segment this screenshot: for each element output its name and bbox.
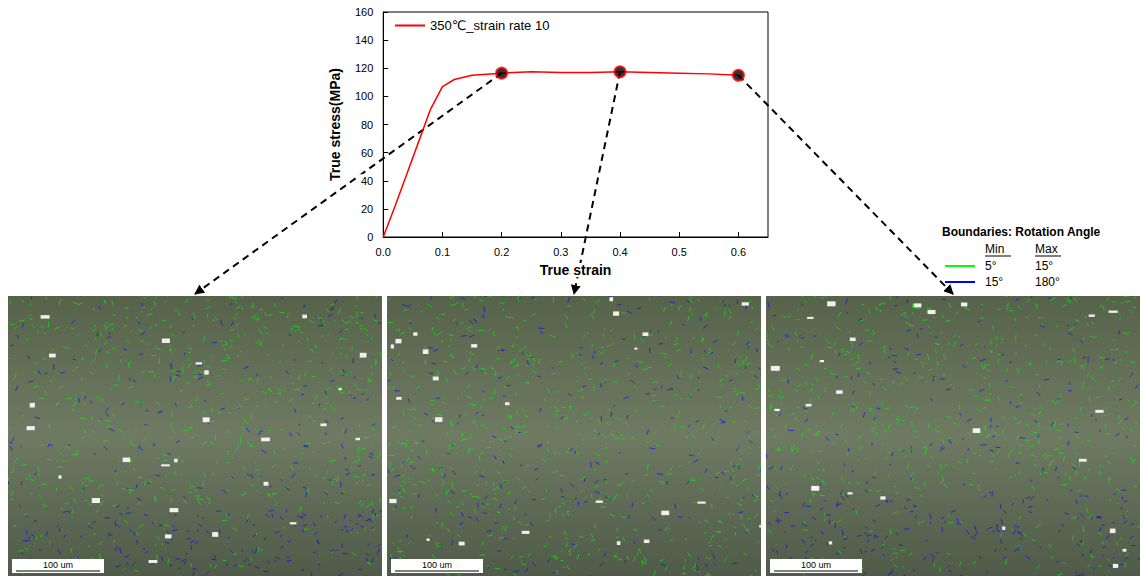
svg-text:160: 160 <box>355 6 373 18</box>
svg-text:60: 60 <box>361 147 373 159</box>
svg-text:Min: Min <box>985 242 1004 256</box>
svg-text:0.5: 0.5 <box>672 246 687 258</box>
svg-text:120: 120 <box>355 62 373 74</box>
svg-text:0.2: 0.2 <box>494 246 509 258</box>
svg-text:15°: 15° <box>985 275 1003 289</box>
svg-text:Boundaries: Rotation Angle: Boundaries: Rotation Angle <box>942 225 1101 239</box>
svg-text:True stress(MPa): True stress(MPa) <box>327 68 343 181</box>
svg-text:100 um: 100 um <box>801 560 831 570</box>
svg-text:0.3: 0.3 <box>553 246 568 258</box>
svg-text:180°: 180° <box>1035 275 1060 289</box>
svg-text:0.6: 0.6 <box>731 246 746 258</box>
svg-text:100 um: 100 um <box>43 560 73 570</box>
svg-text:100: 100 <box>355 90 373 102</box>
svg-text:15°: 15° <box>1035 259 1053 273</box>
svg-text:140: 140 <box>355 34 373 46</box>
svg-text:Max: Max <box>1035 242 1058 256</box>
svg-text:80: 80 <box>361 119 373 131</box>
svg-text:0.1: 0.1 <box>435 246 450 258</box>
svg-text:0: 0 <box>367 231 373 243</box>
svg-text:100 um: 100 um <box>422 560 452 570</box>
svg-text:True strain: True strain <box>540 262 612 278</box>
svg-text:40: 40 <box>361 175 373 187</box>
svg-text:0.0: 0.0 <box>376 246 391 258</box>
svg-text:5°: 5° <box>985 259 997 273</box>
svg-text:0.4: 0.4 <box>612 246 627 258</box>
svg-text:350℃_strain rate 10: 350℃_strain rate 10 <box>430 18 549 33</box>
svg-text:20: 20 <box>361 203 373 215</box>
